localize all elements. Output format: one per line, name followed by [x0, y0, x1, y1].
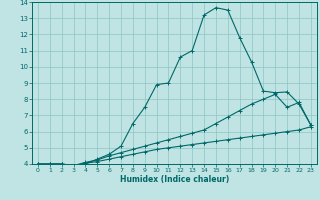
X-axis label: Humidex (Indice chaleur): Humidex (Indice chaleur): [120, 175, 229, 184]
